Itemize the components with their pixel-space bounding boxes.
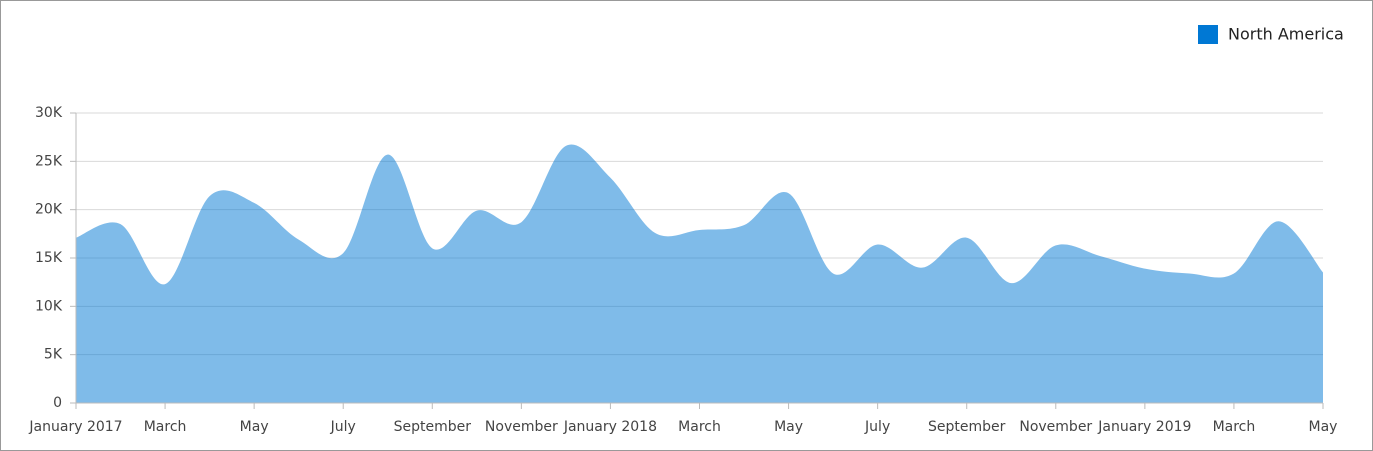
x-tick-label: May (240, 419, 269, 435)
x-tick-label: September (928, 419, 1006, 435)
x-tick-label: May (774, 419, 803, 435)
y-tick-label: 20K (35, 202, 63, 218)
x-tick-label: November (485, 419, 558, 435)
y-tick-label: 0 (53, 395, 62, 411)
x-tick-label: March (1213, 419, 1256, 435)
area (76, 144, 1323, 403)
x-tick-label: March (144, 419, 187, 435)
y-tick-label: 25K (35, 153, 63, 169)
x-tick-label: November (1019, 419, 1092, 435)
y-tick-label: 10K (35, 298, 63, 314)
x-tick-label: May (1309, 419, 1338, 435)
x-tick-label: March (678, 419, 721, 435)
legend-swatch (1198, 25, 1218, 44)
legend-label: North America (1228, 25, 1344, 44)
y-tick-label: 15K (35, 250, 63, 266)
y-tick-label: 30K (35, 105, 63, 121)
y-tick-label: 5K (44, 347, 63, 363)
x-tick-label: January 2017 (28, 419, 122, 435)
x-tick-label: July (864, 419, 890, 435)
x-tick-label: September (394, 419, 472, 435)
x-tick-label: January 2018 (563, 419, 657, 435)
x-tick-label: July (330, 419, 356, 435)
x-tick-label: January 2019 (1097, 419, 1191, 435)
